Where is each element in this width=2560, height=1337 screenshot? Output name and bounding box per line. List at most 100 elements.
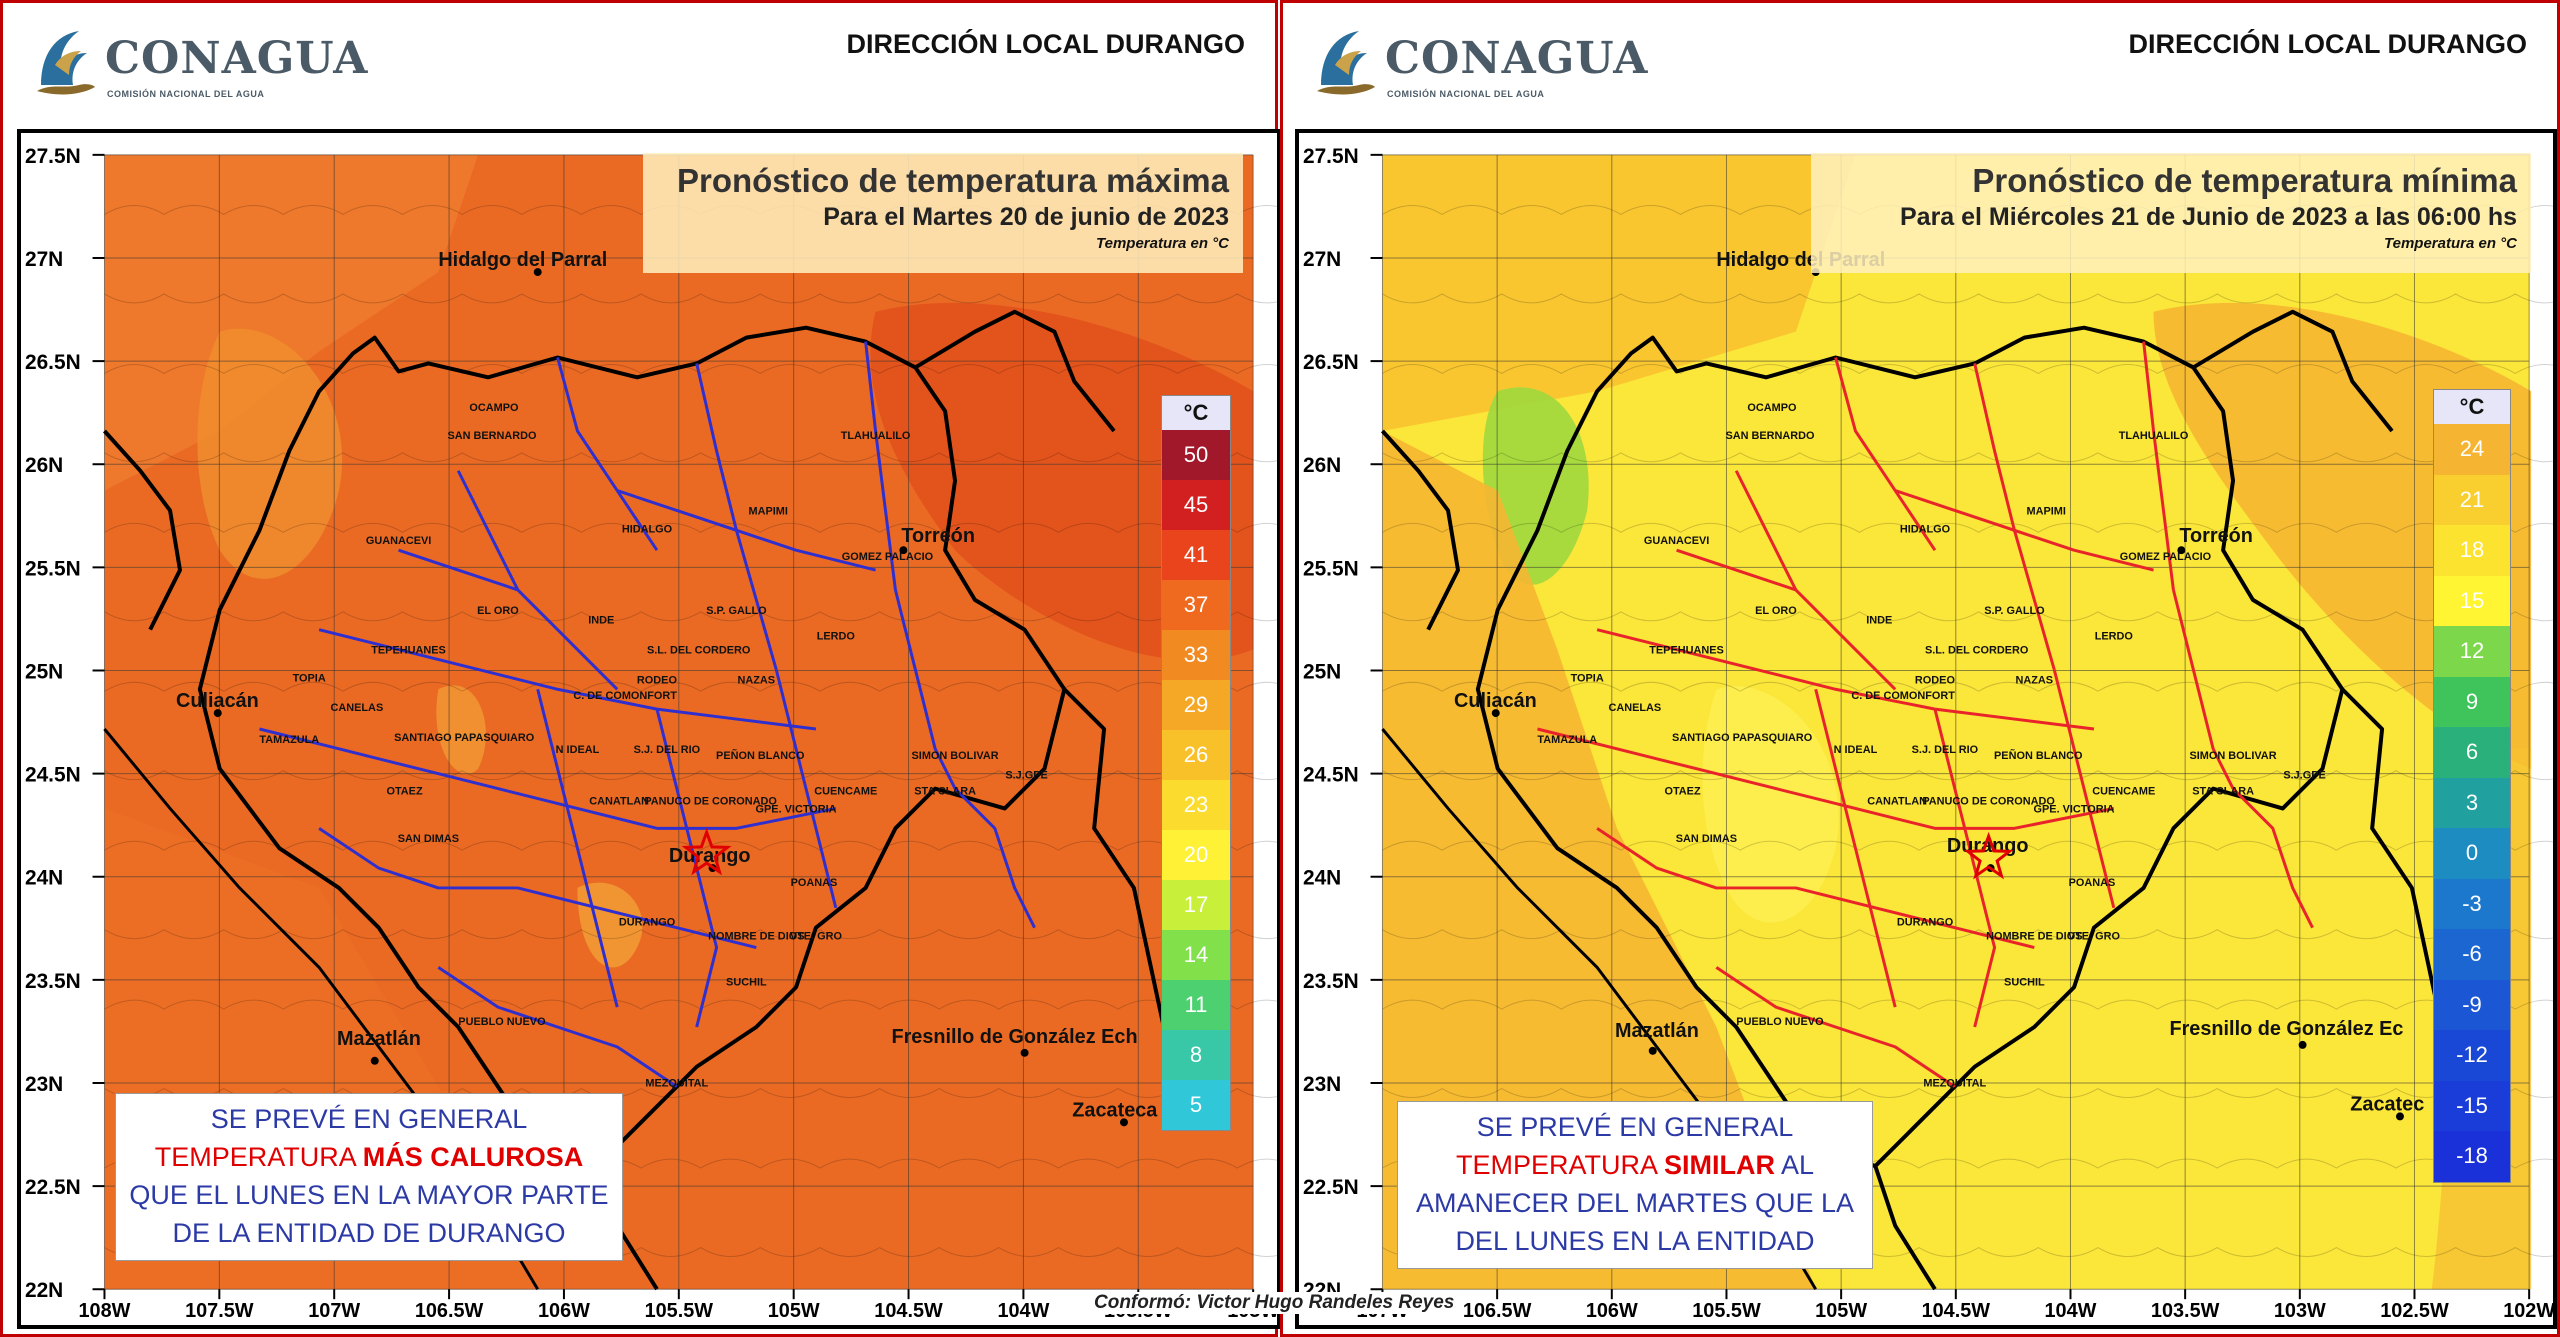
city-marker [1020, 1048, 1029, 1057]
state-border [914, 309, 1116, 433]
capital-star-icon [681, 827, 732, 876]
latitude-label: 27.5N [25, 145, 81, 168]
city-label: Mazatlán [1615, 1020, 1699, 1042]
municipality-label: SUCHIL [726, 976, 767, 988]
municipality-border [774, 669, 838, 909]
longitude-label: 107W [308, 1300, 360, 1322]
municipality-label: TOPIA [1571, 672, 1604, 684]
city-marker [2298, 1040, 2307, 1049]
municipality-label: TAMAZULA [1537, 734, 1597, 746]
municipality-label: MEZQUITAL [645, 1078, 708, 1090]
legend-value: 14 [1162, 930, 1230, 980]
latitude-label: 22.5N [25, 1176, 81, 1199]
isotherm-line [1382, 452, 2553, 463]
municipality-border [2171, 589, 2235, 790]
municipality-label: MAPIMI [749, 505, 788, 517]
temperature-zone [197, 328, 343, 579]
longitude-label: 104W [2045, 1300, 2097, 1322]
map-title-box: Pronóstico de temperatura mínima Para el… [1811, 153, 2531, 273]
latitude-label: 26N [1303, 454, 1341, 477]
municipality-border [556, 357, 659, 552]
legend-value: 45 [1162, 480, 1230, 530]
legend-unit: °C [2434, 390, 2510, 424]
municipality-label: NOMBRE DE DIOS [1986, 931, 2082, 943]
municipality-label: NOMBRE DE DIOS [708, 931, 804, 943]
municipality-label: HIDALGO [1900, 523, 1951, 535]
note-line-2a: TEMPERATURA [154, 1142, 356, 1172]
city-label: Mazatlán [337, 1028, 421, 1050]
city-marker [1120, 1118, 1128, 1127]
note-line-3: QUE EL LUNES EN LA MAYOR PARTE [129, 1180, 609, 1210]
latitude-label: 24.5N [25, 764, 81, 787]
forecast-note: SE PREVÉ EN GENERAL TEMPERATURA SIMILAR … [1397, 1101, 1873, 1269]
temperature-legend: °C 24 21 18 15 12 9 6 3 0 -3 -6 -9 -12 -15 -18 [2433, 389, 2511, 1183]
state-border [102, 429, 182, 631]
legend-value: 12 [2434, 626, 2510, 677]
municipality-label: GUANACEVI [366, 535, 431, 547]
municipality-label: CUENCAME [814, 786, 877, 798]
municipality-border [616, 489, 876, 572]
city-label: Torreón [901, 525, 975, 547]
municipality-label: N IDEAL [1834, 744, 1878, 756]
map-title: Pronóstico de temperatura máxima [676, 162, 1229, 199]
municipality-label: C. DE COMONFORT [1851, 690, 1955, 702]
state-border [2192, 309, 2394, 433]
municipality-label: POANAS [791, 877, 838, 889]
municipality-label: STA CLARA [914, 786, 976, 798]
map-title-box: Pronóstico de temperatura máxima Para el… [643, 153, 1243, 273]
municipality-border [2052, 669, 2116, 909]
legend-value: -18 [2434, 1131, 2510, 1182]
legend-value: 15 [2434, 575, 2510, 626]
latitude-label: 24.5N [1303, 764, 1359, 787]
temperature-zone [577, 882, 643, 968]
municipality-label: GOMEZ PALACIO [842, 551, 934, 563]
municipality-border [1715, 966, 1956, 1088]
municipality-border [318, 827, 757, 949]
legend-value: 37 [1162, 580, 1230, 630]
legend-value: 3 [2434, 777, 2510, 828]
municipality-label: PUEBLO NUEVO [1736, 1016, 1824, 1028]
municipality-border [893, 589, 957, 790]
temperature-legend: °C 50 45 41 37 33 29 26 23 20 17 14 11 8 5 [1161, 395, 1231, 1131]
isotherm-line [1382, 522, 2553, 533]
legend-value: 0 [2434, 828, 2510, 879]
isotherm-line [104, 452, 1277, 463]
municipality-label: GPE. VICTORIA [756, 803, 837, 815]
legend-value: 24 [2434, 424, 2510, 475]
municipality-label: EL ORO [477, 605, 519, 617]
longitude-label: 105W [768, 1300, 820, 1322]
note-line-3: AMANECER DEL MARTES QUE LA [1415, 1188, 1855, 1218]
longitude-label: 106.5W [1463, 1300, 1532, 1322]
logo-title: CONAGUA [105, 33, 369, 84]
legend-value: 21 [2434, 474, 2510, 525]
municipality-label: PUEBLO NUEVO [458, 1016, 546, 1028]
latitude-label: 27N [25, 248, 63, 271]
legend-value: 9 [2434, 676, 2510, 727]
municipality-label: SANTIAGO PAPASQUIARO [1672, 732, 1813, 744]
state-border [1380, 429, 1460, 631]
latitude-label: 26N [25, 454, 63, 477]
municipality-border [456, 470, 619, 691]
municipality-label: STA CLARA [2192, 786, 2254, 798]
latitude-label: 22.5N [1303, 1176, 1359, 1199]
city-label: Culiacán [1454, 690, 1537, 712]
city-label: Fresnillo de González Ec [2169, 1018, 2403, 1040]
map-subtitle: Para el Miércoles 21 de Junio de 2023 a … [1899, 203, 2517, 231]
municipality-label: C. DE COMONFORT [573, 690, 677, 702]
municipality-border [2231, 787, 2314, 929]
isotherm-line [104, 522, 1277, 533]
capital-star-icon [1963, 831, 2014, 880]
note-line-4: DE LA ENTIDAD DE DURANGO [172, 1218, 566, 1248]
longitude-label: 106W [538, 1300, 590, 1322]
legend-value: 29 [1162, 680, 1230, 730]
municipality-label: PANUCO DE CORONADO [1922, 795, 2055, 807]
city-label: Fresnillo de González Ech [891, 1026, 1137, 1048]
logo-subtitle: COMISIÓN NACIONAL DEL AGUA [1387, 89, 1545, 99]
municipality-label: OTAEZ [386, 786, 422, 798]
note-line-2: TEMPERATURA SIMILAR AL [1408, 1146, 1862, 1184]
city-marker [213, 709, 222, 718]
longitude-label: 102.5W [2380, 1300, 2449, 1322]
map-title: Pronóstico de temperatura mínima [1972, 162, 2517, 199]
municipality-label: S.L. DEL CORDERO [647, 645, 751, 657]
max-temp-map: 27.5N 27N 26.5N 26N 25.5N 25N 24.5N 24N 23.5N 23N… [17, 129, 1281, 1329]
